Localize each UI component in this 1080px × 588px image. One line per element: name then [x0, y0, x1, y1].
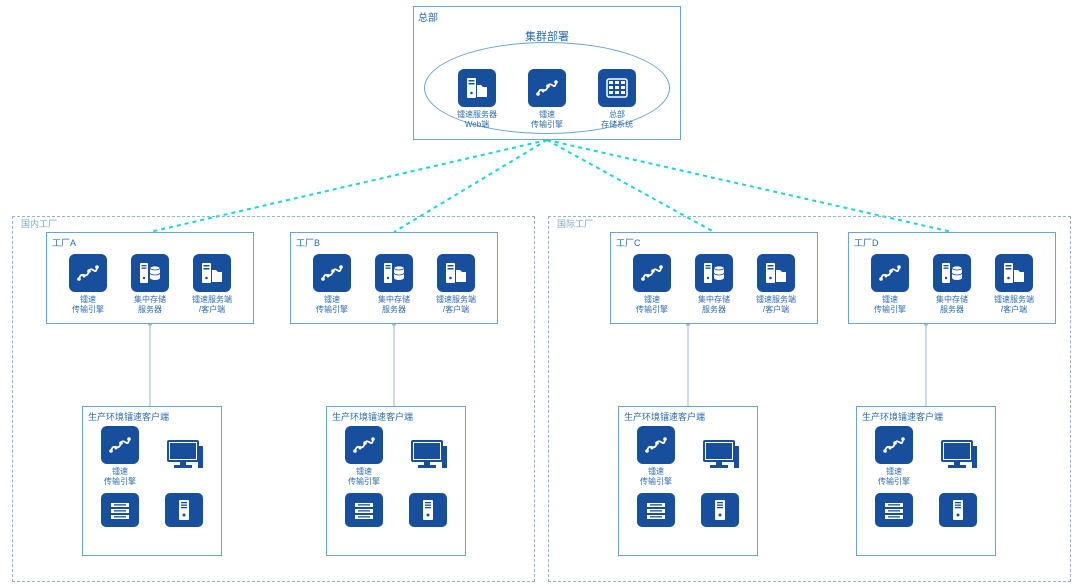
factory-item: 镭速服务端 /客户端 [989, 254, 1039, 315]
factory-box: 工厂B 镭速 传输引擎 集中存储 服务器 镭速服务端 /客户端 [290, 232, 498, 324]
factory-item: 镭速 传输引擎 [63, 254, 113, 315]
client-engine: 镭速 传输引擎 [95, 426, 145, 487]
factory-title: 工厂B [291, 233, 497, 252]
factory-item: 镭速 传输引擎 [627, 254, 677, 315]
client-box: 生产环境镭速客户端 镭速 传输引擎 [856, 406, 996, 556]
factory-title: 工厂C [611, 233, 817, 252]
region-title: 国际工厂 [553, 215, 597, 232]
client-engine: 镭速 传输引擎 [631, 426, 681, 487]
client-engine-label: 镭速 传输引擎 [878, 467, 910, 487]
engine-icon [69, 254, 107, 292]
factory-item: 镭速服务端 /客户端 [751, 254, 801, 315]
client-box: 生产环境镭速客户端 镭速 传输引擎 [326, 406, 466, 556]
client-engine: 镭速 传输引擎 [339, 426, 389, 487]
hq-item: 镭速服务器 Web端 [449, 69, 505, 130]
hq-item-label: 总部 存储系统 [601, 110, 633, 130]
client-grid: 镭速 传输引擎 [83, 426, 221, 527]
factory-item-label: 镭速服务端 /客户端 [994, 295, 1034, 315]
server-db-icon [933, 254, 971, 292]
engine-icon [528, 69, 566, 107]
printer-icon [101, 493, 139, 527]
engine-icon [875, 426, 913, 464]
pc-icon [164, 437, 204, 476]
engine-icon [345, 426, 383, 464]
hq-item: 镭速 传输引擎 [519, 69, 575, 130]
factory-item-label: 镭速 传输引擎 [874, 295, 906, 315]
factory-row: 镭速 传输引擎 集中存储 服务器 镭速服务端 /客户端 [47, 252, 253, 321]
factory-row: 镭速 传输引擎 集中存储 服务器 镭速服务端 /客户端 [611, 252, 817, 321]
engine-icon [313, 254, 351, 292]
factory-title: 工厂A [47, 233, 253, 252]
engine-icon [871, 254, 909, 292]
tower-icon [701, 493, 739, 527]
client-title: 生产环境镭速客户端 [619, 407, 757, 426]
client-title: 生产环境镭速客户端 [83, 407, 221, 426]
server-folder-icon [757, 254, 795, 292]
client-engine-label: 镭速 传输引擎 [640, 467, 672, 487]
server-db-icon [695, 254, 733, 292]
engine-icon [633, 254, 671, 292]
hq-item: 总部 存储系统 [589, 69, 645, 130]
client-engine-label: 镭速 传输引擎 [104, 467, 136, 487]
engine-icon [101, 426, 139, 464]
client-engine: 镭速 传输引擎 [869, 426, 919, 487]
client-title: 生产环境镭速客户端 [857, 407, 995, 426]
hq-box-label: 总部 [414, 7, 680, 26]
client-box: 生产环境镭速客户端 镭速 传输引擎 [82, 406, 222, 556]
factory-item-label: 镭速服务端 /客户端 [436, 295, 476, 315]
factory-title: 工厂D [849, 233, 1055, 252]
factory-box: 工厂A 镭速 传输引擎 集中存储 服务器 镭速服务端 /客户端 [46, 232, 254, 324]
client-grid: 镭速 传输引擎 [857, 426, 995, 527]
pc-icon [938, 437, 978, 476]
factory-item: 集中存储 服务器 [689, 254, 739, 315]
engine-icon [637, 426, 675, 464]
client-grid: 镭速 传输引擎 [619, 426, 757, 527]
storage-grid-icon [598, 69, 636, 107]
tower-icon [409, 493, 447, 527]
client-grid: 镭速 传输引擎 [327, 426, 465, 527]
server-folder-icon [193, 254, 231, 292]
server-db-icon [131, 254, 169, 292]
factory-item: 镭速服务端 /客户端 [187, 254, 237, 315]
factory-item-label: 集中存储 服务器 [378, 295, 410, 315]
factory-row: 镭速 传输引擎 集中存储 服务器 镭速服务端 /客户端 [291, 252, 497, 321]
client-engine-label: 镭速 传输引擎 [348, 467, 380, 487]
printer-icon [345, 493, 383, 527]
factory-item-label: 镭速 传输引擎 [72, 295, 104, 315]
factory-row: 镭速 传输引擎 集中存储 服务器 镭速服务端 /客户端 [849, 252, 1055, 321]
hq-cluster-ellipse: 镭速服务器 Web端 镭速 传输引擎 总部 存储系统 [424, 42, 670, 134]
factory-item-label: 镭速 传输引擎 [316, 295, 348, 315]
factory-item: 镭速 传输引擎 [865, 254, 915, 315]
factory-item-label: 镭速服务端 /客户端 [192, 295, 232, 315]
factory-item: 集中存储 服务器 [369, 254, 419, 315]
printer-icon [637, 493, 675, 527]
factory-item: 镭速 传输引擎 [307, 254, 357, 315]
client-title: 生产环境镭速客户端 [327, 407, 465, 426]
factory-box: 工厂C 镭速 传输引擎 集中存储 服务器 镭速服务端 /客户端 [610, 232, 818, 324]
server-folder-icon [458, 69, 496, 107]
region-title: 国内工厂 [17, 215, 61, 232]
server-db-icon [375, 254, 413, 292]
tower-icon [939, 493, 977, 527]
client-box: 生产环境镭速客户端 镭速 传输引擎 [618, 406, 758, 556]
factory-item-label: 镭速 传输引擎 [636, 295, 668, 315]
factory-item-label: 集中存储 服务器 [134, 295, 166, 315]
factory-item-label: 镭速服务端 /客户端 [756, 295, 796, 315]
factory-item: 集中存储 服务器 [125, 254, 175, 315]
factory-item-label: 集中存储 服务器 [936, 295, 968, 315]
hq-item-label: 镭速服务器 Web端 [457, 110, 497, 130]
pc-icon [408, 437, 448, 476]
pc-icon [700, 437, 740, 476]
server-folder-icon [437, 254, 475, 292]
factory-item: 集中存储 服务器 [927, 254, 977, 315]
tower-icon [165, 493, 203, 527]
server-folder-icon [995, 254, 1033, 292]
factory-item: 镭速服务端 /客户端 [431, 254, 481, 315]
hq-icon-row: 镭速服务器 Web端 镭速 传输引擎 总部 存储系统 [425, 69, 669, 130]
printer-icon [875, 493, 913, 527]
factory-item-label: 集中存储 服务器 [698, 295, 730, 315]
factory-box: 工厂D 镭速 传输引擎 集中存储 服务器 镭速服务端 /客户端 [848, 232, 1056, 324]
hq-item-label: 镭速 传输引擎 [531, 110, 563, 130]
